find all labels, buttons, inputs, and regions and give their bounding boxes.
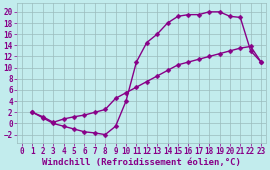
X-axis label: Windchill (Refroidissement éolien,°C): Windchill (Refroidissement éolien,°C) [42,158,241,167]
